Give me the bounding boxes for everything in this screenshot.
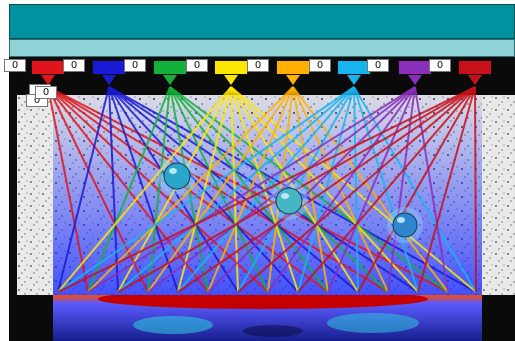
left-wall <box>17 95 53 295</box>
emitter-sky[interactable] <box>337 60 371 75</box>
emitter-nozzle-blue <box>102 75 116 85</box>
emitter-counter-sky: 0 <box>309 59 331 72</box>
emitter-counter-green: 0 <box>124 59 146 72</box>
side-counter-3: 0 <box>35 86 57 99</box>
emitter-nozzle-orange <box>286 75 300 85</box>
emitter-nozzle-green <box>163 75 177 85</box>
emitter-counter-yellow: 0 <box>186 59 208 72</box>
emitter-red[interactable] <box>31 60 65 75</box>
subheader-bar <box>9 39 515 57</box>
emitter-nozzle-red <box>41 75 55 85</box>
right-wall <box>482 95 515 295</box>
emitter-nozzle-yellow <box>224 75 238 85</box>
emitter-nozzle-purple <box>408 75 422 85</box>
header-bar <box>9 4 515 39</box>
emitter-counter-red: 0 <box>4 59 26 72</box>
emitter-counter-orange: 0 <box>247 59 269 72</box>
emitter-purple[interactable] <box>398 60 432 75</box>
emitter-counter-crimson: 0 <box>429 59 451 72</box>
emitter-nozzle-crimson <box>468 75 482 85</box>
emitter-crimson[interactable] <box>458 60 492 75</box>
emitter-green[interactable] <box>153 60 187 75</box>
emitter-blue[interactable] <box>92 60 126 75</box>
emitter-counter-blue: 0 <box>63 59 85 72</box>
emitter-orange[interactable] <box>276 60 310 75</box>
play-field[interactable] <box>53 95 482 295</box>
emitter-nozzle-sky <box>347 75 361 85</box>
emitter-yellow[interactable] <box>214 60 248 75</box>
emitter-counter-purple: 0 <box>367 59 389 72</box>
heat-floor <box>53 295 482 341</box>
